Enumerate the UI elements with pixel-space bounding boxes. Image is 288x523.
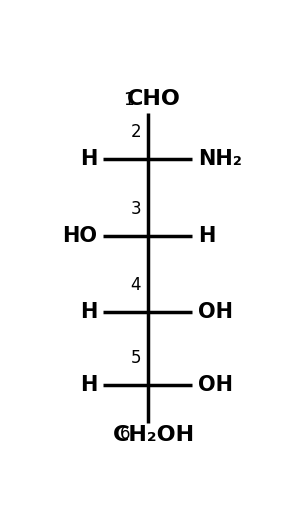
Text: OH: OH: [198, 375, 233, 395]
Text: NH₂: NH₂: [198, 150, 242, 169]
Text: H: H: [80, 375, 97, 395]
Text: 1: 1: [124, 91, 134, 109]
Text: CHO: CHO: [127, 89, 181, 109]
Text: 3: 3: [130, 200, 141, 218]
Text: HO: HO: [62, 226, 97, 246]
Text: H: H: [80, 150, 97, 169]
Text: 2: 2: [130, 123, 141, 141]
Text: H: H: [80, 302, 97, 323]
Text: 6: 6: [120, 425, 131, 443]
Text: 4: 4: [130, 276, 141, 294]
Text: CH₂OH: CH₂OH: [113, 425, 195, 445]
Text: 5: 5: [130, 349, 141, 367]
Text: OH: OH: [198, 302, 233, 323]
Text: H: H: [198, 226, 215, 246]
